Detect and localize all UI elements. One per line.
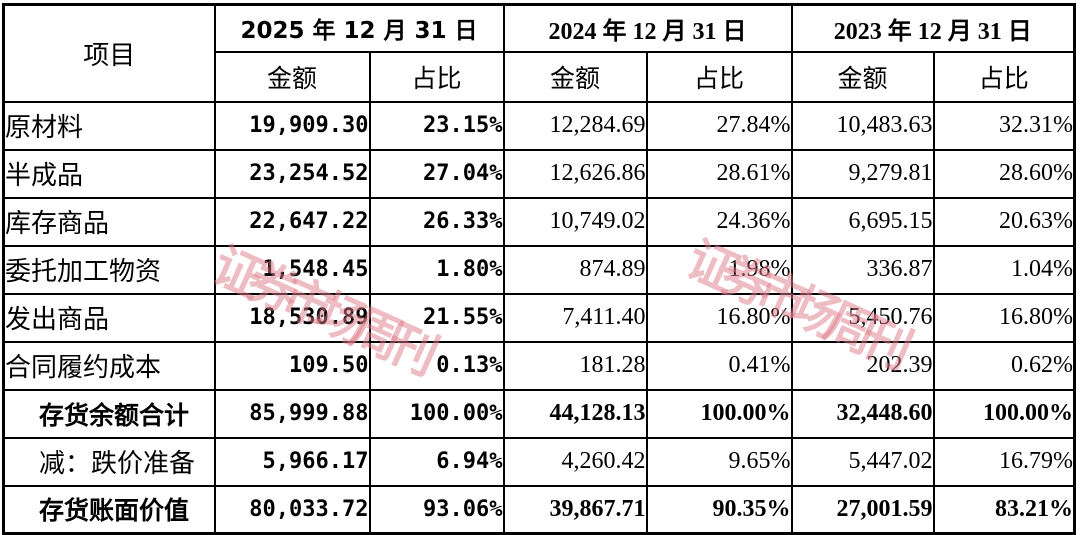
amount-2023-cell: 9,279.81 bbox=[790, 148, 935, 199]
row-label: 存货账面价值 bbox=[2, 484, 216, 535]
column-header-ratio-2024: 占比 bbox=[645, 50, 793, 103]
amount-2023-cell: 5,447.02 bbox=[790, 436, 935, 487]
ratio-2025-cell: 93.06% bbox=[368, 484, 505, 535]
inventory-table: 项目 2025 年 12 月 31 日 2024 年 12 月 31 日 202… bbox=[2, 3, 1077, 535]
ratio-2024-cell: 9.65% bbox=[645, 436, 793, 487]
amount-2024-cell: 12,284.69 bbox=[502, 100, 648, 151]
ratio-2024-cell: 16.80% bbox=[645, 292, 793, 343]
header-row-dates: 项目 2025 年 12 月 31 日 2024 年 12 月 31 日 202… bbox=[2, 3, 1076, 103]
amount-2025-cell: 23,254.52 bbox=[213, 148, 371, 199]
ratio-2023-cell: 28.60% bbox=[932, 148, 1076, 199]
column-header-ratio-2023: 占比 bbox=[932, 50, 1076, 103]
ratio-2023-cell: 1.04% bbox=[932, 244, 1076, 295]
amount-2025-cell: 18,530.89 bbox=[213, 292, 371, 343]
table-row-contract-performance-cost: 合同履约成本 109.50 0.13% 181.28 0.41% 202.39 … bbox=[2, 340, 1076, 391]
amount-2024-cell: 4,260.42 bbox=[502, 436, 648, 487]
ratio-2023-cell: 16.80% bbox=[932, 292, 1076, 343]
row-label: 发出商品 bbox=[2, 292, 216, 343]
ratio-2024-cell: 90.35% bbox=[645, 484, 793, 535]
amount-2025-cell: 22,647.22 bbox=[213, 196, 371, 247]
ratio-2024-cell: 28.61% bbox=[645, 148, 793, 199]
ratio-2025-cell: 27.04% bbox=[368, 148, 505, 199]
ratio-2024-cell: 0.41% bbox=[645, 340, 793, 391]
ratio-2025-cell: 6.94% bbox=[368, 436, 505, 487]
ratio-2025-cell: 26.33% bbox=[368, 196, 505, 247]
ratio-2025-cell: 0.13% bbox=[368, 340, 505, 391]
ratio-2023-cell: 0.62% bbox=[932, 340, 1076, 391]
ratio-2025-cell: 1.80% bbox=[368, 244, 505, 295]
ratio-2023-cell: 100.00% bbox=[932, 388, 1076, 439]
row-label: 存货余额合计 bbox=[2, 388, 216, 439]
amount-2023-cell: 202.39 bbox=[790, 340, 935, 391]
amount-2023-cell: 27,001.59 bbox=[790, 484, 935, 535]
column-header-amount-2025: 金额 bbox=[213, 50, 371, 103]
ratio-2023-cell: 20.63% bbox=[932, 196, 1076, 247]
amount-2025-cell: 85,999.88 bbox=[213, 388, 371, 439]
amount-2025-cell: 5,966.17 bbox=[213, 436, 371, 487]
column-header-date-2024: 2024 年 12 月 31 日 bbox=[502, 3, 793, 53]
column-header-amount-2023: 金额 bbox=[790, 50, 935, 103]
row-label: 减：跌价准备 bbox=[2, 436, 216, 487]
table-row-entrusted-processing: 委托加工物资 1,548.45 1.80% 874.89 1.98% 336.8… bbox=[2, 244, 1076, 295]
column-header-date-2023: 2023 年 12 月 31 日 bbox=[790, 3, 1076, 53]
column-header-date-2025: 2025 年 12 月 31 日 bbox=[213, 3, 505, 53]
ratio-2023-cell: 16.79% bbox=[932, 436, 1076, 487]
ratio-2024-cell: 1.98% bbox=[645, 244, 793, 295]
column-header-item: 项目 bbox=[2, 3, 216, 103]
amount-2025-cell: 1,548.45 bbox=[213, 244, 371, 295]
row-label: 半成品 bbox=[2, 148, 216, 199]
header-row-subcolumns: 金额 占比 金额 占比 金额 占比 bbox=[4, 50, 1076, 103]
amount-2024-cell: 12,626.86 bbox=[502, 148, 648, 199]
amount-2025-cell: 109.50 bbox=[213, 340, 371, 391]
ratio-2023-cell: 83.21% bbox=[932, 484, 1076, 535]
ratio-2025-cell: 23.15% bbox=[368, 100, 505, 151]
table-row-semi-finished: 半成品 23,254.52 27.04% 12,626.86 28.61% 9,… bbox=[2, 148, 1076, 199]
amount-2023-cell: 6,695.15 bbox=[790, 196, 935, 247]
amount-2024-cell: 10,749.02 bbox=[502, 196, 648, 247]
ratio-2023-cell: 32.31% bbox=[932, 100, 1076, 151]
row-label: 委托加工物资 bbox=[2, 244, 216, 295]
table-row-goods-shipped: 发出商品 18,530.89 21.55% 7,411.40 16.80% 5,… bbox=[2, 292, 1076, 343]
amount-2024-cell: 44,128.13 bbox=[502, 388, 648, 439]
table-row-inventory-book-value: 存货账面价值 80,033.72 93.06% 39,867.71 90.35%… bbox=[2, 484, 1076, 535]
ratio-2024-cell: 100.00% bbox=[645, 388, 793, 439]
amount-2025-cell: 80,033.72 bbox=[213, 484, 371, 535]
amount-2023-cell: 5,450.76 bbox=[790, 292, 935, 343]
ratio-2025-cell: 100.00% bbox=[368, 388, 505, 439]
ratio-2024-cell: 27.84% bbox=[645, 100, 793, 151]
table-row-raw-materials: 原材料 19,909.30 23.15% 12,284.69 27.84% 10… bbox=[2, 100, 1076, 151]
ratio-2024-cell: 24.36% bbox=[645, 196, 793, 247]
row-label: 原材料 bbox=[2, 100, 216, 151]
amount-2024-cell: 874.89 bbox=[502, 244, 648, 295]
amount-2024-cell: 181.28 bbox=[502, 340, 648, 391]
amount-2023-cell: 10,483.63 bbox=[790, 100, 935, 151]
amount-2023-cell: 32,448.60 bbox=[790, 388, 935, 439]
column-header-amount-2024: 金额 bbox=[502, 50, 648, 103]
amount-2023-cell: 336.87 bbox=[790, 244, 935, 295]
ratio-2025-cell: 21.55% bbox=[368, 292, 505, 343]
column-header-ratio-2025: 占比 bbox=[368, 50, 505, 103]
table-row-less-price-decline-provision: 减：跌价准备 5,966.17 6.94% 4,260.42 9.65% 5,4… bbox=[2, 436, 1076, 487]
amount-2025-cell: 19,909.30 bbox=[213, 100, 371, 151]
table-row-stock-goods: 库存商品 22,647.22 26.33% 10,749.02 24.36% 6… bbox=[2, 196, 1076, 247]
row-label: 库存商品 bbox=[2, 196, 216, 247]
row-label: 合同履约成本 bbox=[2, 340, 216, 391]
amount-2024-cell: 39,867.71 bbox=[502, 484, 648, 535]
table-row-inventory-balance-total: 存货余额合计 85,999.88 100.00% 44,128.13 100.0… bbox=[2, 388, 1076, 439]
amount-2024-cell: 7,411.40 bbox=[502, 292, 648, 343]
